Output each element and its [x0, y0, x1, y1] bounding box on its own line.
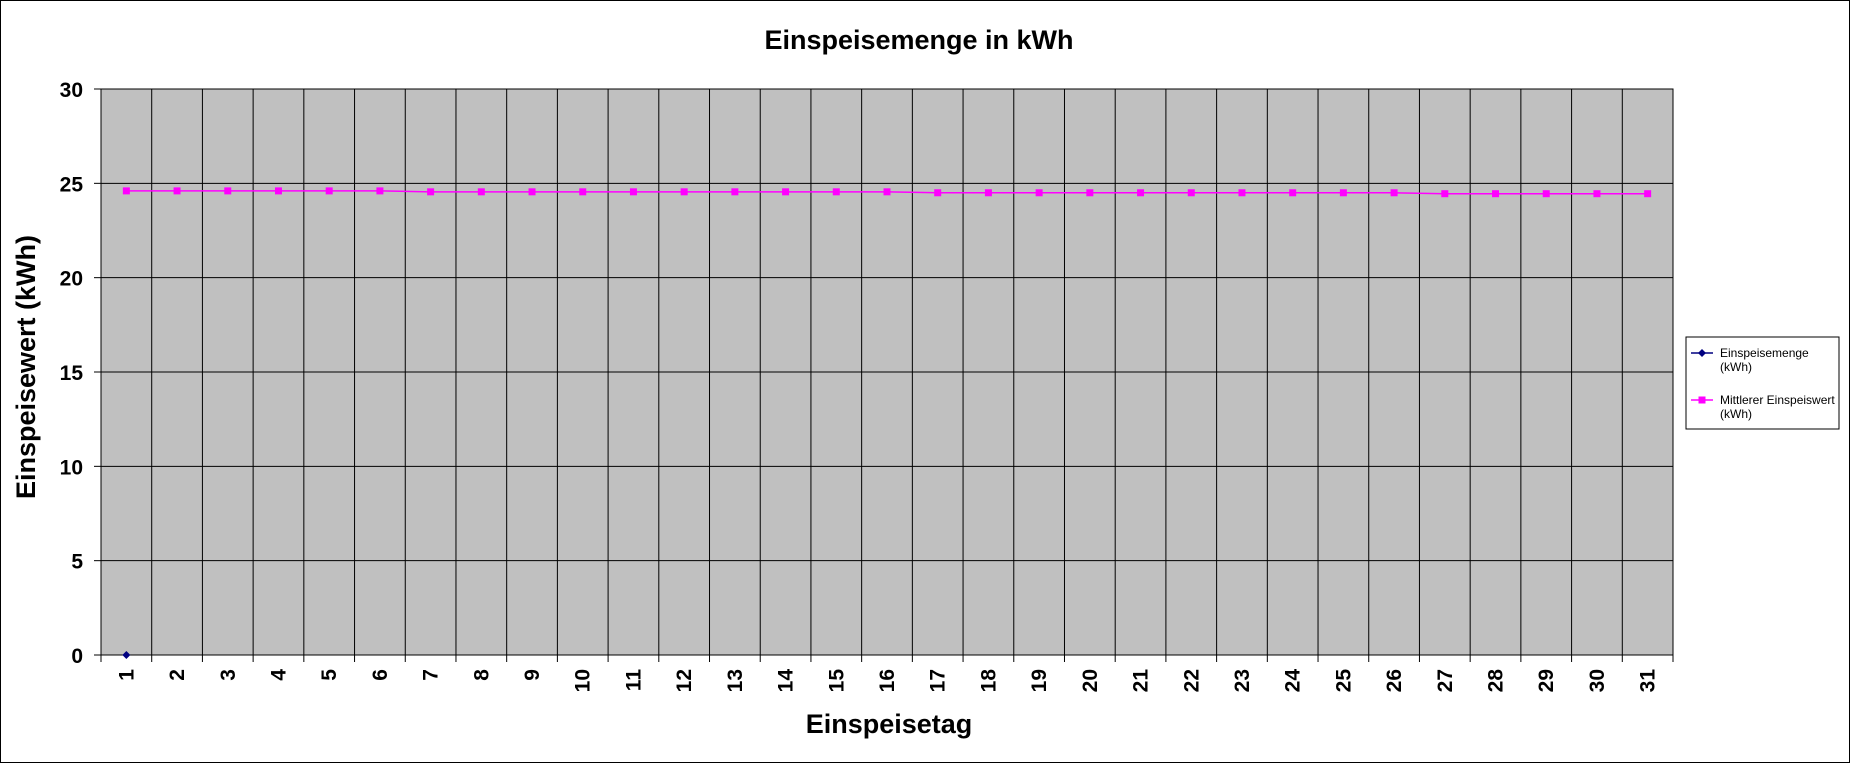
data-point — [1542, 190, 1550, 198]
x-axis-title: Einspeisetag — [806, 709, 973, 739]
x-tick-label: 12 — [673, 669, 696, 692]
data-point — [629, 188, 637, 196]
x-tick-label: 3 — [217, 669, 240, 681]
x-tick-label: 24 — [1282, 669, 1305, 693]
x-tick-label: 16 — [876, 669, 899, 692]
data-point — [274, 187, 282, 195]
data-point — [1492, 190, 1500, 198]
x-tick-label: 4 — [267, 669, 290, 681]
data-point — [1339, 189, 1347, 197]
x-tick-label: 17 — [927, 669, 950, 692]
y-tick-label: 25 — [60, 173, 84, 196]
y-tick-label: 30 — [60, 79, 83, 102]
x-tick-label: 26 — [1383, 669, 1406, 692]
data-point — [883, 188, 891, 196]
y-tick-label: 20 — [60, 268, 83, 291]
data-point — [832, 188, 840, 196]
data-point — [680, 188, 688, 196]
y-tick-label: 15 — [60, 362, 84, 385]
data-point — [1289, 189, 1297, 197]
data-point — [477, 188, 485, 196]
data-point — [122, 187, 130, 195]
x-tick-label: 30 — [1586, 669, 1609, 692]
x-tick-label: 28 — [1485, 669, 1508, 693]
data-point — [1035, 189, 1043, 197]
legend-label: Mittlerer Einspeiswert — [1720, 393, 1835, 407]
y-tick-label: 0 — [71, 645, 83, 668]
chart-title: Einspeisemenge in kWh — [764, 25, 1073, 55]
legend-label: (kWh) — [1720, 360, 1752, 374]
legend-marker — [1698, 396, 1706, 404]
x-tick-label: 1 — [115, 669, 138, 681]
x-tick-label: 25 — [1332, 669, 1355, 693]
data-point — [173, 187, 181, 195]
x-tick-label: 7 — [420, 669, 443, 681]
x-tick-label: 10 — [572, 669, 595, 692]
data-point — [224, 187, 232, 195]
data-point — [1137, 189, 1145, 197]
x-tick-label: 2 — [166, 669, 189, 681]
data-point — [1644, 190, 1652, 198]
x-tick-label: 29 — [1535, 669, 1558, 692]
data-point — [1593, 190, 1601, 198]
x-tick-label: 18 — [977, 669, 1000, 693]
x-tick-label: 31 — [1637, 669, 1660, 693]
legend-label: Einspeisemenge — [1720, 346, 1809, 360]
data-point — [1187, 189, 1195, 197]
data-point — [325, 187, 333, 195]
x-tick-label: 27 — [1434, 669, 1457, 692]
x-tick-label: 14 — [775, 669, 798, 693]
legend: Einspeisemenge(kWh)Mittlerer Einspeiswer… — [1685, 336, 1840, 430]
data-point — [782, 188, 790, 196]
data-point — [984, 189, 992, 197]
series-layer — [122, 187, 1652, 659]
data-point — [122, 651, 131, 659]
x-tick-label: 23 — [1231, 669, 1254, 692]
x-tick-label: 20 — [1079, 669, 1102, 692]
y-axis-ticks: 0 5 10 15 20 25 30 — [60, 79, 101, 668]
y-tick-label: 10 — [60, 456, 83, 479]
x-tick-label: 5 — [318, 669, 341, 681]
y-tick-label: 5 — [71, 551, 83, 574]
series-1 — [122, 651, 131, 659]
x-tick-label: 9 — [521, 669, 544, 681]
legend-label: (kWh) — [1720, 407, 1752, 421]
x-tick-label: 15 — [825, 669, 848, 693]
gridlines — [101, 88, 1673, 656]
data-point — [528, 188, 536, 196]
data-point — [934, 189, 942, 197]
data-point — [427, 188, 435, 196]
x-tick-label: 8 — [470, 669, 493, 681]
data-point — [1390, 189, 1398, 197]
series-2 — [122, 187, 1652, 198]
x-tick-label: 19 — [1028, 669, 1051, 692]
x-tick-label: 11 — [622, 669, 645, 692]
y-axis-title: Einspeisewert (kWh) — [11, 235, 41, 499]
x-tick-label: 6 — [369, 669, 392, 681]
data-point — [731, 188, 739, 196]
data-point — [1086, 189, 1094, 197]
data-point — [1238, 189, 1246, 197]
x-axis-ticks: 1 2 3 4 5 6 7 8 9 10 11 12 13 14 15 16 17 18 19 20 21 22 23 24 2… — [100, 655, 1674, 693]
legend-marker — [1698, 349, 1706, 357]
data-point — [376, 187, 384, 195]
data-point — [1441, 190, 1449, 198]
x-tick-label: 21 — [1130, 669, 1153, 693]
data-point — [579, 188, 587, 196]
x-tick-label: 13 — [724, 669, 747, 692]
x-tick-label: 22 — [1180, 669, 1203, 692]
